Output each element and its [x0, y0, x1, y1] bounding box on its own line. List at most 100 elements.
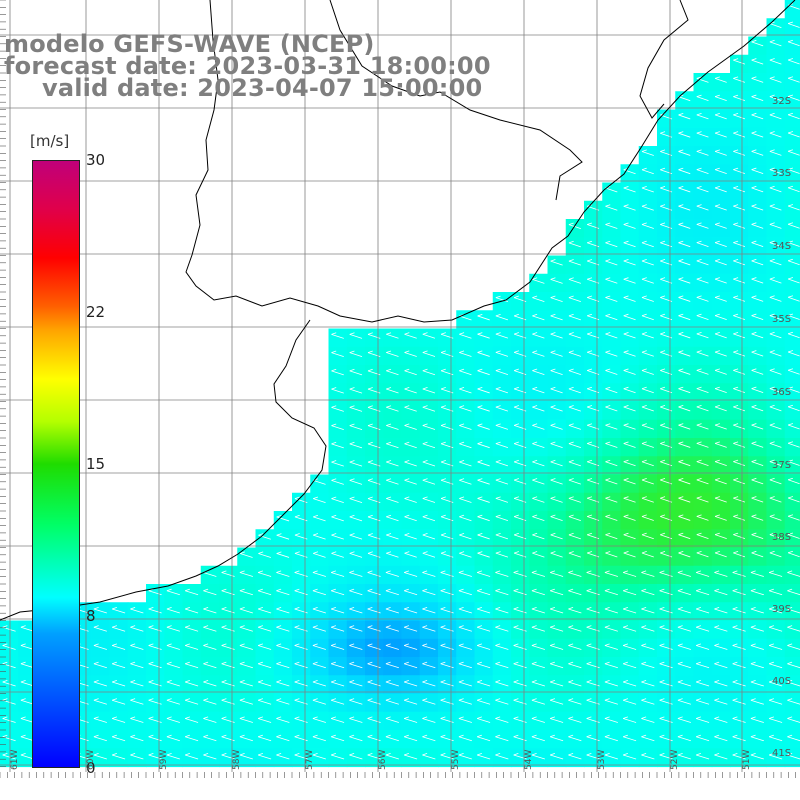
wind-arrow: [714, 661, 728, 669]
wind-cell: [255, 547, 275, 567]
wind-cell: [200, 748, 220, 768]
wind-arrow: [166, 716, 180, 723]
wind-arrow: [404, 496, 417, 503]
wind-arrow: [112, 716, 126, 723]
lon-label: 55W: [451, 749, 461, 770]
wind-arrow: [422, 387, 436, 394]
wind-cell: [383, 438, 403, 457]
wind-arrow: [130, 716, 144, 723]
wind-cell: [638, 365, 658, 384]
wind-arrow: [422, 588, 436, 596]
wind-cell: [565, 237, 585, 257]
wind-cell: [91, 693, 111, 713]
wind-arrow: [531, 752, 545, 760]
wind-cell: [529, 346, 549, 366]
wind-cell: [675, 474, 695, 494]
wind-arrow: [331, 679, 345, 687]
wind-cell: [784, 292, 800, 311]
wind-arrow: [477, 752, 491, 760]
wind-cell: [492, 511, 512, 530]
wind-cell: [748, 200, 768, 220]
wind-cell: [365, 711, 384, 731]
wind-arrow: [185, 661, 199, 669]
wind-arrow: [714, 149, 727, 156]
wind-arrow: [459, 551, 472, 558]
wind-arrow: [440, 625, 454, 632]
wind-cell: [693, 91, 713, 111]
wind-cell: [401, 474, 421, 494]
wind-cell: [730, 310, 749, 330]
wind-cell: [328, 529, 348, 549]
wind-cell: [273, 730, 293, 749]
wind-arrow: [696, 550, 709, 558]
wind-cell: [529, 273, 549, 293]
wind-arrow: [787, 588, 800, 596]
wind-cell: [547, 310, 567, 330]
wind-arrow: [733, 459, 746, 466]
wind-arrow: [714, 679, 728, 687]
wind-cell: [474, 328, 494, 348]
wind-arrow: [714, 441, 727, 448]
wind-cell: [383, 419, 403, 439]
wind-cell: [766, 54, 786, 74]
wind-cell: [657, 200, 676, 220]
wind-arrow: [148, 643, 162, 650]
wind-cell: [565, 438, 585, 457]
wind-cell: [328, 657, 348, 676]
wind-arrow: [221, 698, 235, 705]
wind-cell: [346, 675, 366, 695]
model-title: modelo GEFS-WAVE (NCEP): [4, 30, 375, 58]
wind-cell: [474, 529, 494, 549]
wind-cell: [164, 620, 184, 640]
wind-arrow: [331, 368, 344, 376]
wind-cell: [438, 602, 457, 622]
wind-cell: [419, 346, 439, 366]
wind-cell: [584, 346, 603, 366]
wind-arrow: [605, 204, 618, 211]
wind-cell: [584, 237, 603, 257]
wind-arrow: [733, 477, 746, 485]
wind-cell: [328, 675, 348, 695]
wind-arrow: [623, 734, 637, 742]
colorbar-tick-30: 30: [86, 151, 106, 169]
wind-cell: [0, 638, 19, 658]
wind-cell: [328, 547, 348, 567]
wind-cell: [584, 565, 603, 585]
wind-arrow: [714, 459, 727, 467]
wind-arrow: [495, 532, 509, 540]
wind-arrow: [422, 661, 436, 669]
wind-cell: [346, 401, 366, 421]
wind-cell: [492, 419, 512, 439]
wind-cell: [492, 492, 512, 512]
wind-cell: [365, 328, 384, 348]
wind-arrow: [641, 551, 654, 558]
wind-arrow: [714, 734, 728, 742]
wind-arrow: [532, 459, 545, 467]
wind-cell: [438, 584, 457, 603]
wind-arrow: [495, 295, 509, 303]
wind-cell: [438, 401, 457, 421]
wind-cell: [255, 657, 275, 676]
wind-arrow: [404, 460, 417, 467]
wind-cell: [565, 638, 585, 658]
wind-cell: [346, 456, 366, 476]
wind-arrow: [458, 752, 472, 760]
wind-cell: [784, 109, 800, 129]
wind-cell: [474, 474, 494, 494]
wind-cell: [328, 511, 348, 530]
wind-cell: [675, 365, 695, 384]
wind-arrow: [458, 606, 472, 614]
wind-arrow: [258, 752, 272, 760]
wind-arrow: [459, 405, 472, 412]
wind-cell: [492, 748, 512, 768]
wind-cell: [584, 419, 603, 439]
wind-arrow: [641, 204, 654, 211]
wind-cell: [383, 346, 403, 366]
wind-cell: [602, 310, 622, 330]
wind-cell: [766, 328, 786, 348]
wind-cell: [474, 456, 494, 476]
wind-arrow: [531, 606, 545, 614]
wind-cell: [766, 36, 786, 56]
wind-arrow: [20, 643, 34, 650]
wind-arrow: [531, 625, 545, 632]
